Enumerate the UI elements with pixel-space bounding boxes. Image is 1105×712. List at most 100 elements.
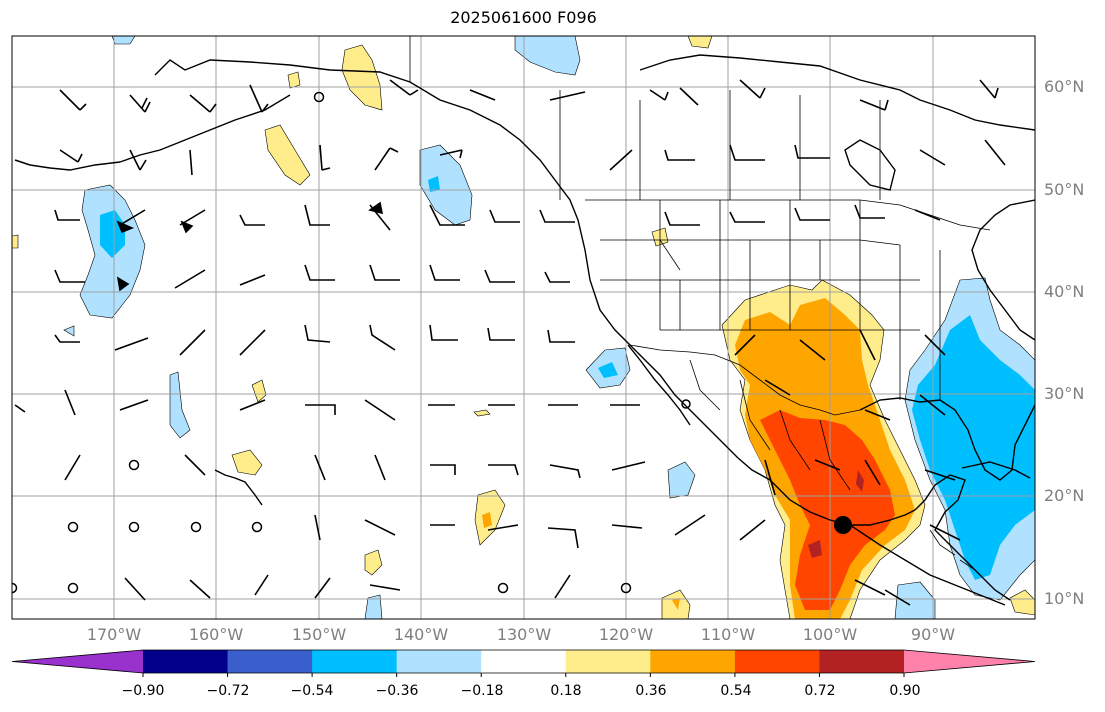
wind-barb xyxy=(674,514,706,536)
calm-wind-markers xyxy=(12,91,691,594)
wind-barb xyxy=(734,334,756,356)
filled-contours xyxy=(12,36,1035,619)
wind-barb-pennant xyxy=(368,201,384,215)
wind-barb xyxy=(429,204,465,226)
wind-barb xyxy=(679,87,699,106)
wind-barb xyxy=(729,211,765,223)
positive-anomaly-max-2 xyxy=(856,470,864,492)
wind-barb xyxy=(54,334,80,343)
baja-negative-core xyxy=(598,362,618,378)
wind-barb xyxy=(319,144,331,171)
colorbar-segment xyxy=(481,650,567,673)
calm-wind-circle xyxy=(190,521,202,533)
wind-barb xyxy=(854,204,885,219)
aleutian-islands xyxy=(29,161,121,171)
wind-barb xyxy=(364,399,396,421)
positive-patch-7 xyxy=(1009,589,1035,616)
alaska-peninsula-coastline xyxy=(119,94,291,163)
wind-barb xyxy=(547,527,579,549)
wind-barb xyxy=(864,409,891,421)
lat-label: 20°N xyxy=(1044,486,1085,505)
positive-patch-6-core xyxy=(672,598,680,610)
colorbar-segment xyxy=(650,650,736,673)
positive-patch-13 xyxy=(473,409,491,417)
wind-barbs xyxy=(14,79,1006,606)
mexico-state-borders xyxy=(689,359,851,491)
wind-barb xyxy=(14,404,26,413)
lon-label: 120°W xyxy=(598,625,654,644)
wind-barb xyxy=(884,589,911,606)
southeast-negative-anomaly xyxy=(894,581,936,619)
pacific-negative-anomaly-2 xyxy=(419,144,473,226)
wind-barb xyxy=(794,144,830,159)
wind-barb xyxy=(547,329,575,343)
colorbar-label: 0.72 xyxy=(804,683,836,699)
wind-barb xyxy=(439,149,463,159)
lon-label: 150°W xyxy=(291,625,347,644)
lon-label: 100°W xyxy=(802,625,858,644)
cuba-coastline xyxy=(961,461,1031,479)
wind-barb xyxy=(54,209,80,221)
wind-barb xyxy=(984,139,1006,166)
wind-barb xyxy=(369,264,400,281)
wind-barb xyxy=(794,207,830,221)
wind-barb xyxy=(369,584,401,591)
us-mexico-border xyxy=(629,344,861,416)
wind-barb xyxy=(314,514,321,541)
wind-barb xyxy=(864,459,881,486)
colorbar-label: −0.72 xyxy=(206,683,250,699)
positive-patch-1 xyxy=(341,44,383,111)
colorbar-label: 0.36 xyxy=(635,683,667,699)
wind-barb xyxy=(374,147,399,171)
wind-barb xyxy=(189,579,211,599)
colorbar-label: −0.90 xyxy=(121,683,165,699)
central-america-borders xyxy=(929,529,996,591)
wind-barb xyxy=(429,264,460,281)
yucatan-coastline xyxy=(914,474,1011,601)
positive-patch-5 xyxy=(364,549,383,576)
wind-barb xyxy=(184,454,206,476)
canada-north-coastline xyxy=(639,54,1035,131)
positive-anomaly-max xyxy=(808,540,822,558)
wind-barb xyxy=(369,324,396,351)
wind-barb xyxy=(119,209,146,226)
north-america-coastline xyxy=(154,59,916,526)
us-state-borders xyxy=(600,200,941,400)
colorbar-label: −0.18 xyxy=(460,683,504,699)
wind-barb xyxy=(239,214,265,226)
wind-barb xyxy=(239,329,266,356)
wind-barb xyxy=(924,469,956,481)
lon-label: 110°W xyxy=(700,625,756,644)
baja-california-coastline xyxy=(627,344,691,426)
gridlines xyxy=(12,36,1035,619)
wind-barb xyxy=(664,149,695,161)
wind-barb xyxy=(814,459,841,471)
colorbar-label: 0.90 xyxy=(889,683,921,699)
wind-barb xyxy=(64,454,81,481)
calm-wind-circle xyxy=(128,459,140,471)
wind-barb xyxy=(129,94,151,113)
location-marker xyxy=(834,516,852,534)
wind-barb xyxy=(389,79,419,96)
atlantic-coast xyxy=(971,199,1035,341)
wind-barb xyxy=(664,211,700,226)
lat-label: 30°N xyxy=(1044,384,1085,403)
wind-barb xyxy=(174,269,206,289)
wind-barb xyxy=(129,149,147,171)
wind-barb xyxy=(549,464,581,479)
pacific-negative-core-2 xyxy=(428,176,440,192)
wind-barb xyxy=(764,379,791,396)
calm-wind-circle xyxy=(681,399,691,409)
wind-barb xyxy=(488,464,519,476)
wind-barb xyxy=(611,461,646,471)
positive-patch-2 xyxy=(264,124,311,186)
wind-barb xyxy=(239,399,266,411)
wind-barb xyxy=(484,269,515,283)
wind-barb xyxy=(314,454,326,481)
pacific-negative-anomaly-3 xyxy=(169,371,191,439)
wind-barb xyxy=(489,209,520,223)
wind-barb xyxy=(429,324,458,341)
small-negative-anomaly-2 xyxy=(63,325,75,337)
wind-barb xyxy=(364,519,396,536)
